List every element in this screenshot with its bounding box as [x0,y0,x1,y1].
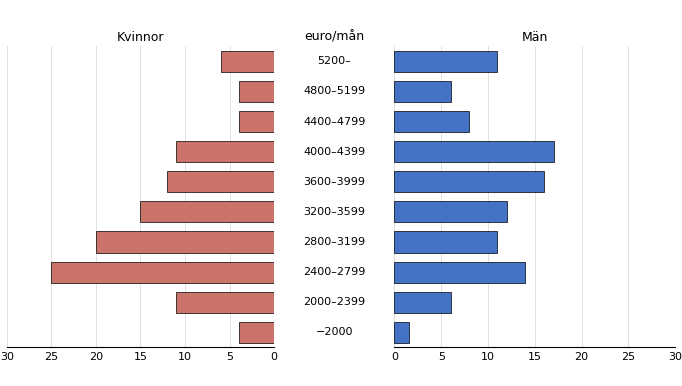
Bar [394,262,525,283]
Text: 3200–3599: 3200–3599 [303,207,366,217]
Bar [394,232,497,252]
Bar [239,81,274,102]
Bar [176,141,274,162]
Title: euro/mån: euro/mån [304,31,364,44]
Text: −2000: −2000 [316,327,353,337]
Text: 2000–2399: 2000–2399 [303,297,366,307]
Bar [394,322,409,343]
Bar [51,262,274,283]
Bar [394,201,507,222]
Bar [221,51,274,72]
Title: Kvinnor: Kvinnor [117,31,164,44]
Bar [394,292,451,313]
Title: Män: Män [522,31,548,44]
Bar [239,111,274,132]
Text: 4000–4399: 4000–4399 [303,147,366,157]
Text: 2400–2799: 2400–2799 [303,267,366,277]
Bar [394,141,554,162]
Bar [394,51,497,72]
Bar [176,292,274,313]
Bar [394,111,469,132]
Bar [96,232,274,252]
Text: 4400–4799: 4400–4799 [303,117,366,127]
Text: 5200–: 5200– [317,56,351,66]
Bar [167,171,274,192]
Bar [140,201,274,222]
Text: 4800–5199: 4800–5199 [303,86,366,96]
Bar [394,81,451,102]
Text: 2800–3199: 2800–3199 [303,237,366,247]
Bar [394,171,544,192]
Bar [239,322,274,343]
Text: 3600–3999: 3600–3999 [303,177,366,187]
